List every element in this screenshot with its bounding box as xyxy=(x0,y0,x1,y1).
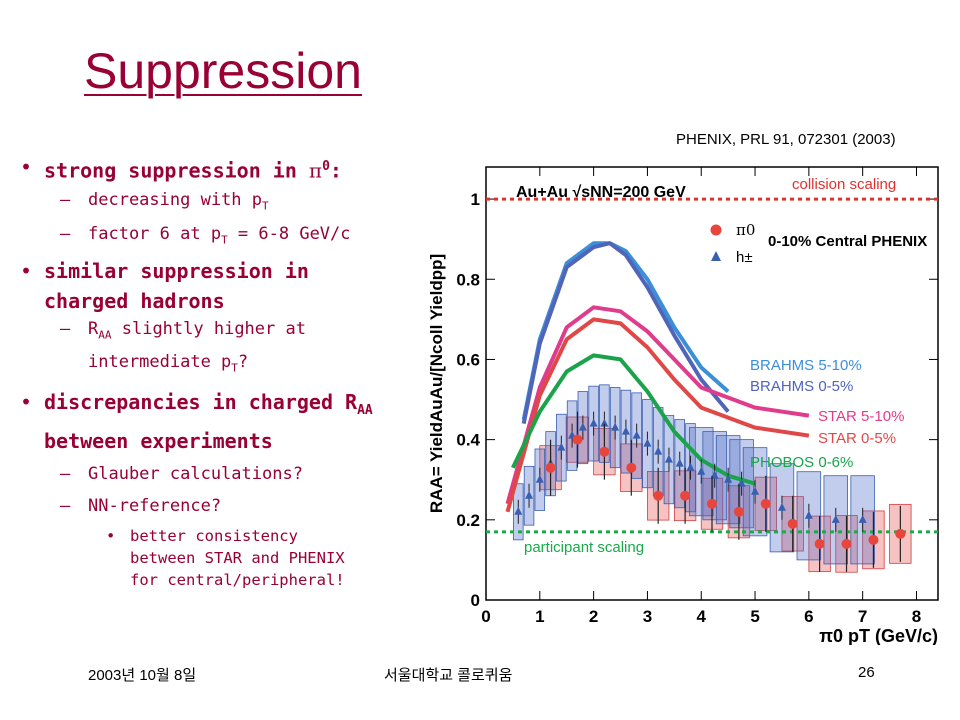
y-tick-label: 0 xyxy=(471,591,480,610)
hadron-point xyxy=(858,514,867,523)
pi0-point xyxy=(626,462,637,473)
footer-organization: 서울대학교 콜로퀴움 xyxy=(384,667,513,684)
x-tick-label: 1 xyxy=(535,607,544,626)
theory-curve xyxy=(505,305,810,505)
hadron-point xyxy=(724,474,733,483)
slide-title: Suppression xyxy=(84,43,362,99)
hadron-point xyxy=(686,462,695,471)
bullet-list: strong suppression in π0: –decreasing wi… xyxy=(20,150,420,591)
hadron-point xyxy=(632,430,641,439)
pi0-point xyxy=(787,518,798,529)
y-tick-label: 1 xyxy=(471,190,480,209)
curve-label: STAR 5-10% xyxy=(818,408,904,425)
x-tick-label: 4 xyxy=(697,607,707,626)
x-axis-label: π0 pT (GeV/c) xyxy=(819,626,938,645)
sub-bullet-nn-reference: – NN-reference? xyxy=(60,496,222,517)
hadron-point xyxy=(535,474,544,483)
reference-line-label: collision scaling xyxy=(792,176,896,193)
hadron-point xyxy=(514,506,523,515)
y-tick-label: 0.8 xyxy=(456,270,480,289)
pi0-point xyxy=(545,462,556,473)
hadron-point xyxy=(525,490,534,499)
hadron-point xyxy=(675,458,684,467)
pi0-point xyxy=(814,538,825,549)
pi0-point xyxy=(733,506,744,517)
sub-bullet-raa-higher: – RAA slightly higher at intermediate pT? xyxy=(60,319,306,375)
plot-frame xyxy=(485,166,939,601)
hadron-point xyxy=(600,418,609,427)
y-tick-label: 0.2 xyxy=(456,511,480,530)
x-tick-label: 3 xyxy=(643,607,652,626)
x-tick-label: 6 xyxy=(804,607,813,626)
hadron-point xyxy=(643,438,652,447)
legend-hadron-label: h± xyxy=(736,249,753,266)
hadron-point xyxy=(697,466,706,475)
sub-bullet-factor: – factor 6 at pT = 6-8 GeV/c xyxy=(60,224,351,247)
sub-bullet-glauber: – Glauber calculations? xyxy=(60,464,303,485)
pi0-point xyxy=(868,534,879,545)
hadron-point xyxy=(589,418,598,427)
hadron-point xyxy=(611,422,620,431)
pi0-point xyxy=(653,490,664,501)
sub-bullet-decreasing: – decreasing with pT xyxy=(60,189,269,213)
y-tick-label: 0.4 xyxy=(456,431,480,450)
hadron-point xyxy=(804,510,813,519)
hadron-point xyxy=(578,422,587,431)
hadron-point xyxy=(737,478,746,487)
chart-subtitle: 0-10% Central PHENIX xyxy=(768,233,927,250)
hadron-point xyxy=(831,514,840,523)
y-tick-label: 0.6 xyxy=(456,350,480,369)
raa-chart: 0 1 2 3 4 5 6 7 8 0 0.2 0.4 0.6 0.8 1 π0 pT (GeV/c) RAA=… xyxy=(427,166,939,645)
pi0-point xyxy=(599,446,610,457)
pi0-point xyxy=(680,490,691,501)
curve-label: PHOBOS 0-6% xyxy=(750,454,853,471)
pi0-point xyxy=(895,528,906,539)
x-tick-label: 7 xyxy=(858,607,867,626)
reference-citation: PHENIX, PRL 91, 072301 (2003) xyxy=(676,131,896,148)
legend-hadron-marker xyxy=(711,251,721,261)
x-tick-label: 5 xyxy=(750,607,759,626)
hadron-point xyxy=(557,442,566,451)
curve-label: BRAHMS 5-10% xyxy=(750,357,862,374)
legend-pi0-label: π0 xyxy=(736,221,755,239)
hadron-point xyxy=(710,470,719,479)
x-tick-label: 8 xyxy=(912,607,921,626)
theory-curve xyxy=(505,317,810,513)
reference-line-label: participant scaling xyxy=(524,539,644,556)
hadron-point xyxy=(777,502,786,511)
legend-pi0-marker xyxy=(710,224,722,236)
hadron-point xyxy=(654,446,663,455)
x-tick-label: 0 xyxy=(481,607,490,626)
pi0-point xyxy=(572,434,583,445)
hadron-point xyxy=(621,426,630,435)
pi0-point xyxy=(841,538,852,549)
curve-label: BRAHMS 0-5% xyxy=(750,378,853,395)
x-tick-label: 2 xyxy=(589,607,598,626)
hadron-point xyxy=(664,454,673,463)
footer-page-number: 26 xyxy=(858,664,875,681)
theory-curve xyxy=(521,241,730,424)
chart-title: Au+Au √sNN=200 GeV xyxy=(516,184,686,201)
pi0-point xyxy=(707,498,717,509)
footer-date: 2003년 10월 8일 xyxy=(88,667,197,684)
bullet-strong-suppression: strong suppression in π0: xyxy=(20,152,420,186)
curve-label: STAR 0-5% xyxy=(818,430,896,447)
y-axis-label: RAA= YieldAuAu/[Ncoll Yieldpp] xyxy=(427,254,446,513)
hadron-point xyxy=(751,486,760,495)
pi0-point xyxy=(760,498,771,509)
